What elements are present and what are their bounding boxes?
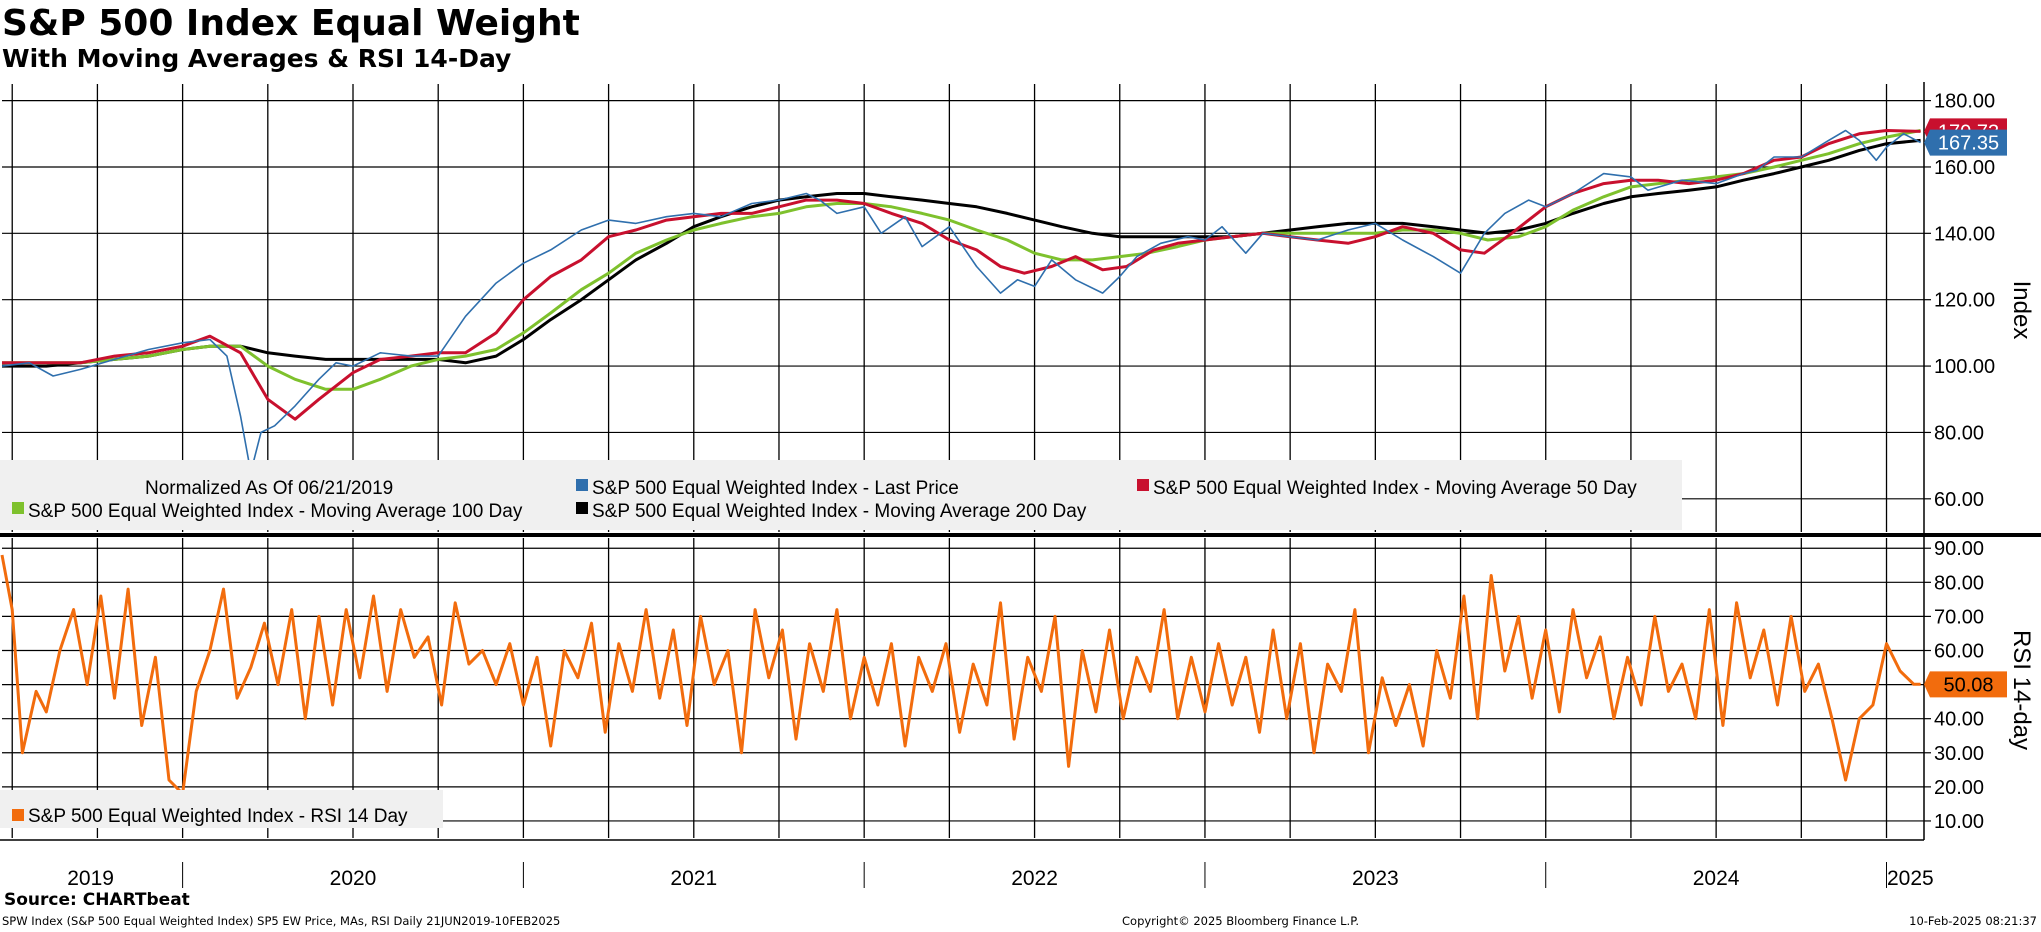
chart-subtitle: With Moving Averages & RSI 14-Day xyxy=(2,44,512,73)
x-tick-label: 2019 xyxy=(67,867,114,890)
legend-swatch-ma100 xyxy=(12,502,24,514)
price-tick-label: 180.00 xyxy=(1934,91,1995,113)
rsi-tick-label: 80.00 xyxy=(1934,572,1984,594)
rsi-axis-title: RSI 14-day xyxy=(2008,630,2035,750)
footer-copyright: Copyright© 2025 Bloomberg Finance L.P. xyxy=(1122,914,1359,928)
price-tick-label: 100.00 xyxy=(1934,356,1995,378)
price-tick-label: 140.00 xyxy=(1934,223,1995,245)
legend-label-rsi: S&P 500 Equal Weighted Index - RSI 14 Da… xyxy=(28,806,408,827)
price-series-line xyxy=(2,129,1921,391)
rsi-tick-label: 20.00 xyxy=(1934,777,1984,799)
footer-timestamp: 10-Feb-2025 08:21:37 xyxy=(1909,914,2037,928)
legend-swatch-last-price xyxy=(576,479,588,491)
price-series-line xyxy=(2,138,1921,368)
rsi-tick-label: 10.00 xyxy=(1934,811,1984,833)
price-legend-box xyxy=(0,460,1682,530)
rsi-last-value-tag xyxy=(1924,671,2007,698)
price-series-line xyxy=(1,129,1921,474)
price-tick-label: 80.00 xyxy=(1934,422,1984,444)
rsi-legend: S&P 500 Equal Weighted Index - RSI 14 Da… xyxy=(0,790,443,828)
legend-note-normalized: Normalized As Of 06/21/2019 xyxy=(145,478,393,499)
rsi-legend-box xyxy=(0,790,443,828)
legend-label-ma100: S&P 500 Equal Weighted Index - Moving Av… xyxy=(28,501,523,522)
rsi-tick-label: 30.00 xyxy=(1934,743,1984,765)
x-tick-label: 2025 xyxy=(1887,867,1934,890)
rsi-last-value-label: 50.08 xyxy=(1943,674,1993,696)
source-note: Source: CHARTbeat xyxy=(4,890,190,910)
price-tick-label: 60.00 xyxy=(1934,489,1984,511)
rsi-series-line xyxy=(0,554,1921,796)
last-value-label: 167.35 xyxy=(1938,133,1999,155)
chart-title: S&P 500 Index Equal Weight xyxy=(2,3,580,44)
legend-swatch-ma50 xyxy=(1137,479,1149,491)
footer-description: SPW Index (S&P 500 Equal Weighted Index)… xyxy=(2,914,561,928)
price-legend: Normalized As Of 06/21/2019 S&P 500 Equa… xyxy=(0,460,1682,530)
legend-label-last-price: S&P 500 Equal Weighted Index - Last Pric… xyxy=(592,478,959,499)
price-series-line xyxy=(2,129,1921,421)
rsi-tick-label: 40.00 xyxy=(1934,709,1984,731)
price-series-lines xyxy=(1,129,1921,474)
x-tick-label: 2024 xyxy=(1693,867,1740,890)
rsi-tick-label: 90.00 xyxy=(1934,538,1984,560)
rsi-series-lines xyxy=(0,554,1921,796)
price-tick-label: 160.00 xyxy=(1934,157,1995,179)
rsi-tick-label: 60.00 xyxy=(1934,641,1984,663)
legend-swatch-ma200 xyxy=(576,502,588,514)
x-tick-label: 2021 xyxy=(670,867,717,890)
axes: 60.00 80.00 100.00 120.00 140.00 160.00 180.00… xyxy=(0,82,2041,890)
rsi-tick-label: 70.00 xyxy=(1934,606,1984,628)
price-tick-label: 120.00 xyxy=(1934,290,1995,312)
price-gridlines xyxy=(2,84,1924,532)
last-value-tag xyxy=(1924,129,2007,156)
x-tick-label: 2023 xyxy=(1352,867,1399,890)
x-tick-label: 2022 xyxy=(1011,867,1058,890)
legend-swatch-rsi xyxy=(12,809,24,821)
legend-label-ma50: S&P 500 Equal Weighted Index - Moving Av… xyxy=(1153,478,1637,499)
x-tick-label: 2020 xyxy=(330,867,377,890)
price-axis-title: Index xyxy=(2008,281,2035,340)
legend-label-ma200: S&P 500 Equal Weighted Index - Moving Av… xyxy=(592,501,1087,522)
